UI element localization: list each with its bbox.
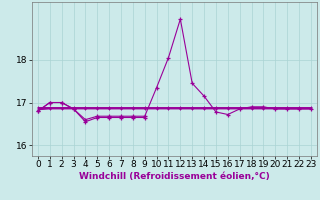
X-axis label: Windchill (Refroidissement éolien,°C): Windchill (Refroidissement éolien,°C) <box>79 172 270 181</box>
